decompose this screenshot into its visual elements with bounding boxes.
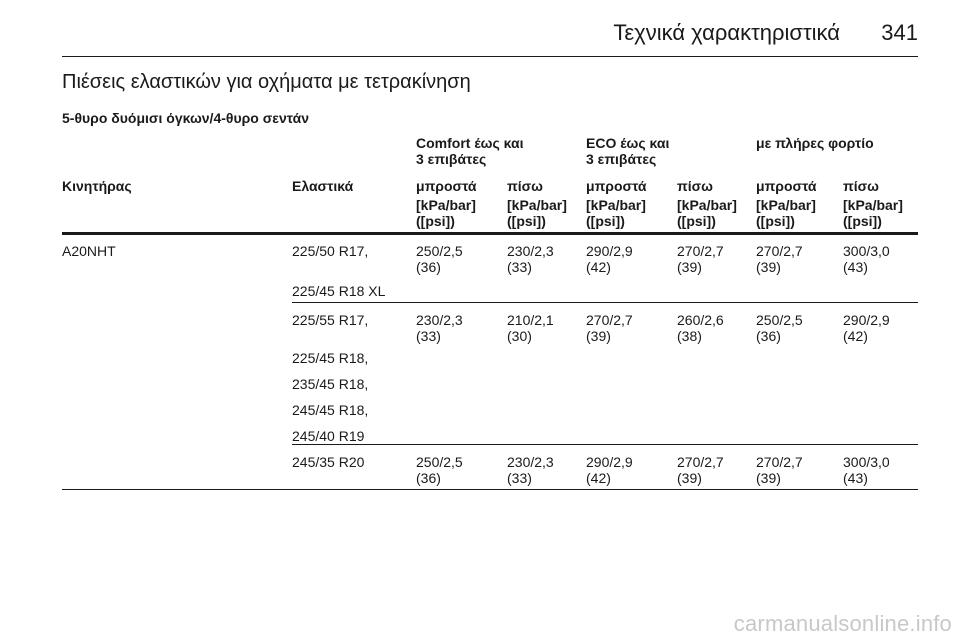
pressure-value: 300/3,0 [843, 454, 890, 470]
unit-kpa-bar: [kPa/bar] [586, 197, 646, 213]
pressure-psi: (43) [843, 470, 868, 486]
row-tyre-size: 245/45 R18, [292, 402, 369, 418]
pressure-value: 290/2,9 [586, 243, 633, 259]
pressure-psi: (33) [507, 259, 532, 275]
pressure-psi: (36) [756, 328, 781, 344]
row-separator [292, 444, 918, 446]
group-header-eco-line1: ECO έως και [586, 135, 670, 151]
pressure-value: 210/2,1 [507, 312, 554, 328]
row-tyre-size: 235/45 R18, [292, 376, 369, 392]
unit-kpa-bar: [kPa/bar] [507, 197, 567, 213]
col-header-front: μπροστά [586, 178, 647, 194]
pressure-psi: (36) [416, 470, 441, 486]
row-tyre-size: 245/35 R20 [292, 454, 365, 470]
pressure-psi: (39) [677, 259, 702, 275]
pressure-psi: (33) [416, 328, 441, 344]
unit-psi: ([psi]) [507, 213, 546, 229]
pressure-psi: (43) [843, 259, 868, 275]
pressure-value: 270/2,7 [586, 312, 633, 328]
pressure-value: 250/2,5 [416, 454, 463, 470]
table-bottom-rule [62, 489, 918, 491]
pressure-value: 230/2,3 [507, 454, 554, 470]
col-header-front: μπροστά [756, 178, 817, 194]
unit-kpa-bar: [kPa/bar] [677, 197, 737, 213]
unit-psi: ([psi]) [756, 213, 795, 229]
sub-title: 5-θυρο δυόμισι όγκων/4-θυρο σεντάν [62, 110, 309, 126]
pressure-value: 270/2,7 [756, 243, 803, 259]
col-header-tyres: Ελαστικά [292, 178, 354, 194]
col-header-rear: πίσω [507, 178, 544, 194]
col-header-engine: Κινητήρας [62, 178, 132, 194]
pressure-psi: (36) [416, 259, 441, 275]
pressure-value: 250/2,5 [416, 243, 463, 259]
pressure-psi: (33) [507, 470, 532, 486]
page-header: Τεχνικά χαρακτηριστικά 341 [62, 14, 918, 57]
pressure-psi: (42) [586, 470, 611, 486]
pressure-value: 250/2,5 [756, 312, 803, 328]
pressure-psi: (38) [677, 328, 702, 344]
group-header-comfort-line1: Comfort έως και [416, 135, 524, 151]
row-tyre-size: 225/55 R17, [292, 312, 369, 328]
unit-psi: ([psi]) [416, 213, 455, 229]
row-engine: A20NHT [62, 243, 116, 259]
group-header-full-load: με πλήρες φορτίο [756, 135, 874, 151]
pressure-value: 290/2,9 [843, 312, 890, 328]
unit-psi: ([psi]) [586, 213, 625, 229]
unit-psi: ([psi]) [843, 213, 882, 229]
pressure-value: 270/2,7 [677, 243, 724, 259]
unit-psi: ([psi]) [677, 213, 716, 229]
unit-kpa-bar: [kPa/bar] [756, 197, 816, 213]
col-header-rear: πίσω [677, 178, 714, 194]
group-header-eco-line2: 3 επιβάτες [586, 151, 657, 167]
row-tyre-size: 245/40 R19 [292, 428, 365, 444]
section-title: Πιέσεις ελαστικών για οχήματα με τετρακί… [62, 71, 471, 93]
pressure-value: 230/2,3 [416, 312, 463, 328]
pressure-psi: (42) [843, 328, 868, 344]
row-tyre-size: 225/50 R17, [292, 243, 369, 259]
unit-kpa-bar: [kPa/bar] [416, 197, 476, 213]
pressure-value: 290/2,9 [586, 454, 633, 470]
pressure-value: 300/3,0 [843, 243, 890, 259]
pressure-value: 270/2,7 [677, 454, 724, 470]
unit-kpa-bar: [kPa/bar] [843, 197, 903, 213]
row-separator [292, 302, 918, 304]
pressure-value: 270/2,7 [756, 454, 803, 470]
pressure-psi: (39) [677, 470, 702, 486]
pressure-value: 230/2,3 [507, 243, 554, 259]
table-header-rule [62, 232, 918, 235]
col-header-rear: πίσω [843, 178, 880, 194]
page-number: 341 [881, 20, 918, 45]
group-header-comfort-line2: 3 επιβάτες [416, 151, 487, 167]
row-tyre-size: 225/45 R18, [292, 350, 369, 366]
pressure-psi: (42) [586, 259, 611, 275]
header-title: Τεχνικά χαρακτηριστικά [613, 20, 840, 45]
pressure-psi: (39) [756, 470, 781, 486]
pressure-psi: (30) [507, 328, 532, 344]
col-header-front: μπροστά [416, 178, 477, 194]
pressure-value: 260/2,6 [677, 312, 724, 328]
pressure-psi: (39) [756, 259, 781, 275]
row-tyre-size: 225/45 R18 XL [292, 283, 386, 299]
pressure-psi: (39) [586, 328, 611, 344]
watermark: carmanualsonline.info [733, 611, 952, 636]
